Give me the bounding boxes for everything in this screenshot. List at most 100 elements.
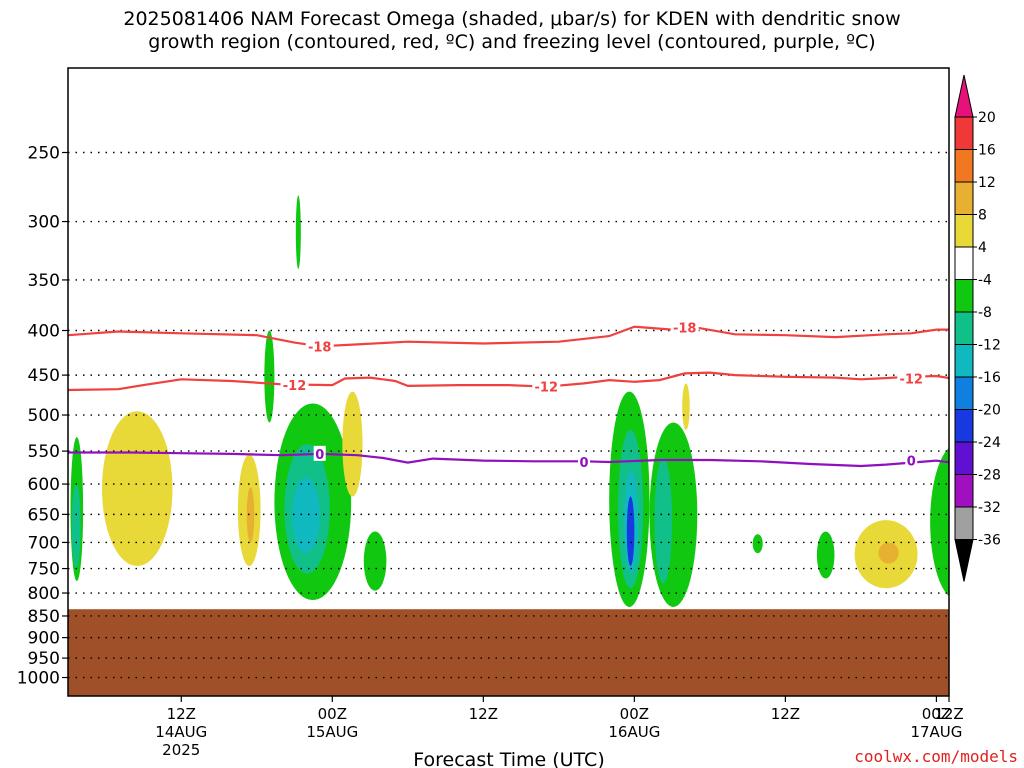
x-tick-label: 14AUG xyxy=(155,723,207,741)
colorbar-segment xyxy=(954,181,974,215)
colorbar-segment xyxy=(954,116,974,150)
colorbar-label: 4 xyxy=(978,240,987,256)
colorbar-segment xyxy=(954,441,974,475)
colorbar-label: -16 xyxy=(978,370,1001,386)
contour-label-bg xyxy=(998,326,1024,341)
below-ground-fill xyxy=(68,609,949,696)
omega-cell xyxy=(682,383,690,430)
y-tick-label: 500 xyxy=(28,406,60,426)
x-tick-label: 00Z xyxy=(318,705,347,723)
contour-label-bg xyxy=(578,453,591,469)
y-tick-label: 850 xyxy=(28,607,60,627)
contour-label: -12 xyxy=(535,381,559,396)
colorbar-segment xyxy=(954,409,974,443)
x-tick-label: 00Z xyxy=(922,705,951,723)
omega-cell xyxy=(246,487,255,543)
colorbar-label: -12 xyxy=(978,338,1001,354)
y-tick-label: 400 xyxy=(28,322,60,342)
y-tick-label: 800 xyxy=(28,584,60,604)
site-credit: coolwx.com/models xyxy=(854,747,1018,766)
chart-title: 2025081406 NAM Forecast Omega (shaded, μ… xyxy=(0,8,1024,54)
x-tick-label: 2025 xyxy=(162,741,200,759)
y-tick-label: 950 xyxy=(28,649,60,669)
contour-label: -12 xyxy=(283,379,307,394)
colorbar-segment xyxy=(954,344,974,378)
colorbar-top-triangle xyxy=(954,74,974,118)
plot-frame xyxy=(67,67,950,697)
colorbar-label: -4 xyxy=(978,273,992,289)
omega-cell xyxy=(816,531,835,579)
omega-cell xyxy=(752,534,763,554)
omega-cell xyxy=(654,457,673,584)
x-tick-label: 12Z xyxy=(167,705,196,723)
contour-label: -18 xyxy=(1000,328,1024,343)
x-tick-label: 00Z xyxy=(620,705,649,723)
colorbar-label: 20 xyxy=(978,110,996,126)
x-tick-label: 15AUG xyxy=(306,723,358,741)
colorbar-label: 16 xyxy=(978,143,996,159)
omega-cell xyxy=(930,447,949,597)
colorbar-label: 8 xyxy=(978,208,987,224)
colorbar-label: -32 xyxy=(978,500,1001,516)
omega-cell xyxy=(363,531,387,591)
omega-shading xyxy=(70,195,949,607)
chart-title-line1: 2025081406 NAM Forecast Omega (shaded, μ… xyxy=(123,8,901,30)
colorbar-segment xyxy=(954,149,974,183)
y-tick-label: 750 xyxy=(28,560,60,580)
chart-title-line2: growth region (contoured, red, ºC) and f… xyxy=(148,31,876,53)
x-tick-label: 17AUG xyxy=(910,723,962,741)
y-axis: 2503003504004505005506006507007508008509… xyxy=(17,144,68,689)
colorbar-segment xyxy=(954,474,974,508)
omega-cell xyxy=(292,477,320,554)
omega-cell xyxy=(342,391,363,497)
contour-label: -18 xyxy=(673,322,697,337)
contour-label: 0 xyxy=(907,455,916,470)
x-tick-label: 12Z xyxy=(934,705,963,723)
colorbar-segment xyxy=(954,376,974,410)
contour-label: 0 xyxy=(579,456,588,471)
contour-label-bg xyxy=(670,319,699,335)
omega-cell xyxy=(878,542,899,564)
contour-label-bg xyxy=(280,377,309,393)
contour-line xyxy=(68,451,949,468)
omega-cell xyxy=(71,484,81,569)
y-tick-label: 550 xyxy=(28,442,60,462)
terrain xyxy=(68,609,949,696)
colorbar-segment xyxy=(954,279,974,313)
y-tick-label: 450 xyxy=(28,366,60,386)
omega-cell xyxy=(626,496,635,567)
x-tick-label: 12Z xyxy=(469,705,498,723)
contour-line xyxy=(68,371,949,392)
y-tick-label: 1000 xyxy=(17,669,60,689)
colorbar-segment xyxy=(954,214,974,248)
y-tick-label: 300 xyxy=(28,213,60,233)
colorbar-label: -28 xyxy=(978,468,1001,484)
contour-line xyxy=(68,325,949,348)
y-tick-label: 600 xyxy=(28,475,60,495)
x-axis-label: Forecast Time (UTC) xyxy=(413,749,604,768)
y-tick-label: 350 xyxy=(28,271,60,291)
omega-cell xyxy=(295,195,301,269)
y-tick-label: 250 xyxy=(28,144,60,164)
pressure-grid xyxy=(68,151,949,679)
colorbar-label: -8 xyxy=(978,305,992,321)
colorbar-label: 12 xyxy=(978,175,996,191)
contour-label-bg xyxy=(305,338,334,354)
y-tick-label: 700 xyxy=(28,533,60,553)
omega-cell xyxy=(101,411,173,567)
contour-label-bg xyxy=(897,370,926,386)
contour-label-bg xyxy=(532,378,561,394)
y-tick-label: 900 xyxy=(28,629,60,649)
colorbar-segment xyxy=(954,246,974,280)
colorbar-label: -20 xyxy=(978,403,1001,419)
colorbar-segment xyxy=(954,506,974,540)
contour-label-bg xyxy=(905,452,918,468)
x-tick-label: 16AUG xyxy=(608,723,660,741)
colorbar-label: -36 xyxy=(978,533,1001,549)
y-tick-label: 650 xyxy=(28,505,60,525)
omega-cell xyxy=(264,330,275,423)
contour-label: -18 xyxy=(308,340,332,355)
colorbar: 20 16 12 8 4 -4 -8 -12 -16 -20 -24 -28 -32 -36 xyxy=(954,74,1001,582)
